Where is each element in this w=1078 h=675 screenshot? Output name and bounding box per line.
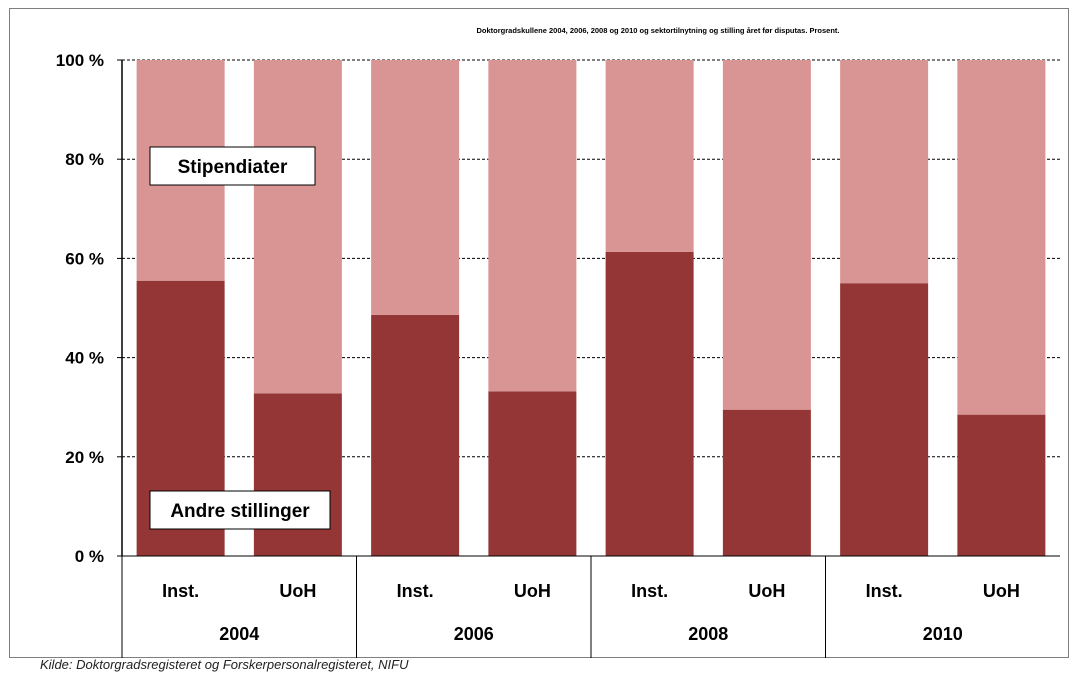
source-note: Kilde: Doktorgradsregisteret og Forskerp… — [40, 657, 409, 672]
bar-andre-stillinger — [488, 391, 577, 556]
group-label: 2004 — [219, 624, 259, 644]
group-label: 2008 — [688, 624, 728, 644]
bar-stipendiater — [253, 60, 342, 394]
category-label: Inst. — [631, 581, 668, 601]
group-label: 2010 — [923, 624, 963, 644]
bar-stipendiater — [957, 60, 1046, 415]
y-tick-label: 100 % — [56, 51, 104, 70]
y-tick-label: 60 % — [65, 249, 104, 268]
bar-andre-stillinger — [840, 283, 929, 556]
bar-andre-stillinger — [605, 251, 694, 556]
category-label: Inst. — [866, 581, 903, 601]
bar-andre-stillinger — [371, 314, 460, 556]
bar-andre-stillinger — [722, 409, 811, 556]
y-tick-label: 80 % — [65, 150, 104, 169]
annotation-stipendiater: Stipendiater — [178, 157, 288, 178]
bar-andre-stillinger — [957, 414, 1046, 556]
category-label: UoH — [279, 581, 316, 601]
bar-andre-stillinger — [253, 393, 342, 556]
group-label: 2006 — [454, 624, 494, 644]
annotation-andre-stillinger-box — [149, 490, 331, 530]
annotation-andre-stillinger: Andre stillinger — [170, 501, 310, 522]
y-tick-label: 0 % — [75, 547, 104, 566]
y-tick-label: 40 % — [65, 349, 104, 368]
chart-title: Doktorgradskullene 2004, 2006, 2008 og 2… — [476, 26, 839, 35]
bar-stipendiater — [722, 60, 811, 410]
y-tick-label: 20 % — [65, 448, 104, 467]
bar-stipendiater — [840, 60, 929, 284]
category-label: UoH — [748, 581, 785, 601]
annotation-stipendiater-box — [149, 146, 316, 186]
category-label: Inst. — [397, 581, 434, 601]
category-label: Inst. — [162, 581, 199, 601]
bar-stipendiater — [488, 60, 577, 392]
bar-stipendiater — [371, 60, 460, 315]
category-label: UoH — [514, 581, 551, 601]
category-label: UoH — [983, 581, 1020, 601]
bar-stipendiater — [605, 60, 694, 252]
